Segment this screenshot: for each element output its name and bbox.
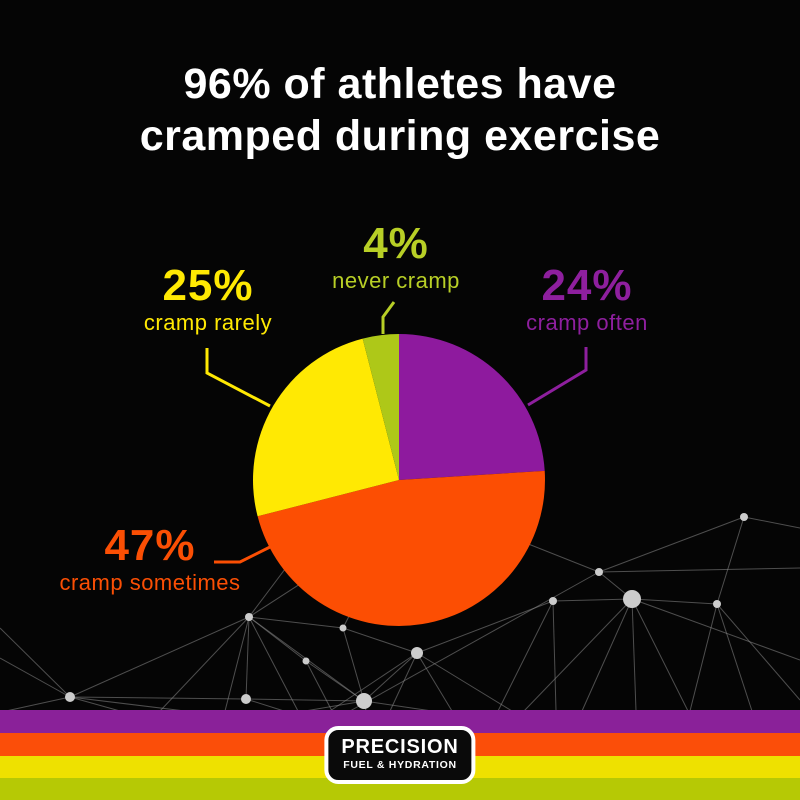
callout-cramp-sometimes: 47% cramp sometimes <box>59 524 240 595</box>
network-node <box>245 613 253 621</box>
network-node <box>302 657 310 665</box>
network-node <box>339 624 347 632</box>
callout-cramp-often-pct: 24% <box>541 261 633 310</box>
callout-cramp-rarely: 25% cramp rarely <box>144 264 272 335</box>
title-line-2: cramped during exercise <box>139 112 661 161</box>
network-node <box>549 597 557 605</box>
network-node <box>595 568 603 576</box>
network-node <box>241 694 251 704</box>
callout-cramp-often: 24% cramp often <box>526 264 648 335</box>
logo-tagline: FUEL & HYDRATION <box>343 759 457 771</box>
pie-slice-cramp-often <box>399 334 545 480</box>
leader-cramp-often <box>527 347 588 407</box>
network-node <box>411 647 423 659</box>
pie-slice-cramp-rarely <box>253 338 399 517</box>
stripe-green <box>0 778 800 800</box>
title-line-1: 96% of athletes have <box>183 60 617 108</box>
logo-wordmark: PRECISION <box>341 736 459 758</box>
page-title: 96% of athletes have cramped during exer… <box>0 58 800 163</box>
precision-fuel-hydration-logo: PRECISION FUEL & HYDRATION <box>324 726 476 784</box>
leader-lines <box>205 301 588 564</box>
network-node <box>713 600 721 608</box>
stripe-purple <box>0 710 800 733</box>
leader-cramp-rarely <box>205 348 271 408</box>
callout-cramp-sometimes-label: cramp sometimes <box>59 570 241 595</box>
network-node <box>623 590 641 608</box>
network-node <box>740 513 748 521</box>
callout-never-cramp-label: never cramp <box>332 268 460 293</box>
network-node <box>356 693 372 709</box>
leader-never-cramp <box>381 301 396 334</box>
callout-cramp-rarely-label: cramp rarely <box>143 310 273 335</box>
callout-cramp-sometimes-pct: 47% <box>104 521 196 570</box>
callout-cramp-rarely-pct: 25% <box>162 261 254 310</box>
pie-slice-never-cramp <box>362 334 399 480</box>
pie-chart <box>253 334 545 626</box>
network-node <box>65 692 75 702</box>
callout-cramp-often-label: cramp often <box>526 310 648 335</box>
leader-cramp-sometimes <box>214 545 271 564</box>
callout-never-cramp-pct: 4% <box>363 219 429 268</box>
pie-slice-cramp-sometimes <box>257 470 545 626</box>
callout-never-cramp: 4% never cramp <box>332 222 460 293</box>
